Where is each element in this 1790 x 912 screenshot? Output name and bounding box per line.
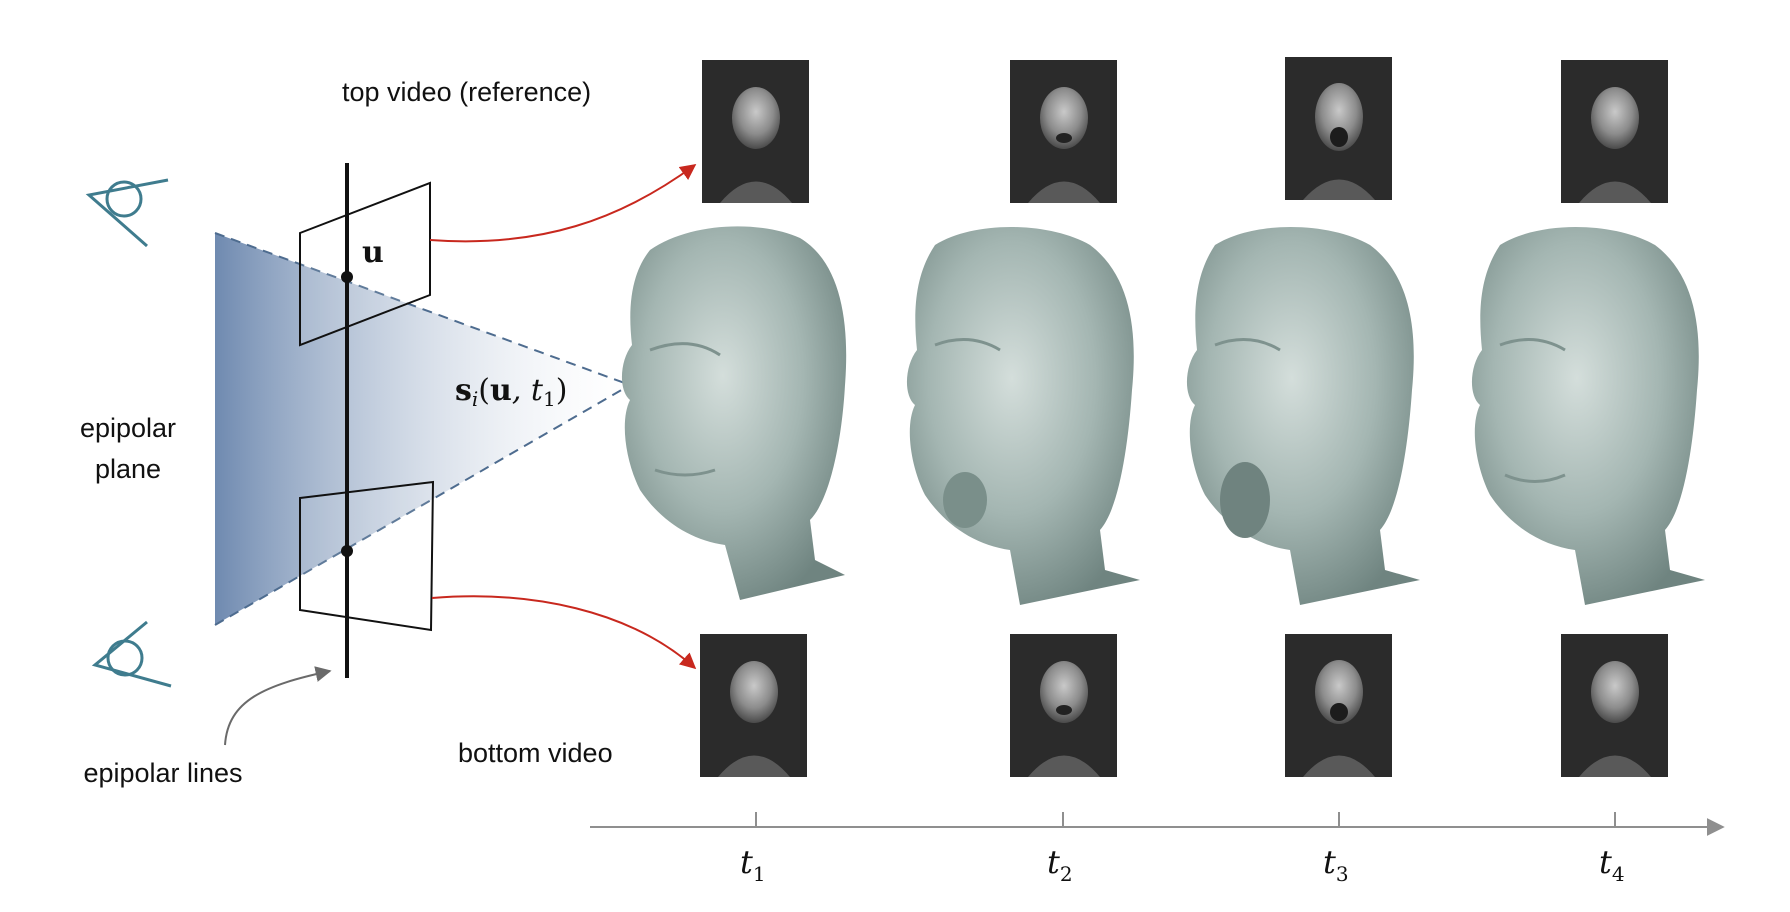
- bottom-video-label: bottom video: [458, 738, 613, 768]
- bottom-frame-t3: [1285, 634, 1392, 777]
- top-video-label: top video (reference): [342, 77, 591, 107]
- top-camera-icon: [85, 178, 169, 248]
- top-image-plane: [299, 181, 431, 347]
- bottom-frame-t4: [1561, 634, 1668, 777]
- epipolar-line-bottom: [214, 384, 631, 626]
- top-arrow: [429, 164, 697, 243]
- timeline-label-1: t1: [740, 843, 766, 886]
- face-mesh-t1: [621, 226, 847, 601]
- top-frame-t3: [1285, 57, 1392, 200]
- timeline-label-3: t3: [1323, 843, 1349, 886]
- top-frame-t2: [1010, 60, 1117, 203]
- face-mesh-t3: [1186, 226, 1420, 605]
- top-frame-t1: [702, 60, 809, 203]
- bottom-frame-t1: [700, 634, 807, 777]
- epipolar-plane: [215, 233, 630, 625]
- top-video-frames: [702, 57, 1668, 203]
- timeline-label-2: t2: [1047, 843, 1073, 886]
- epipolar-lines-arrow: [224, 666, 332, 746]
- bottom-arrow: [431, 595, 697, 670]
- top-frame-t4: [1561, 60, 1668, 203]
- timeline-label-4: t4: [1599, 843, 1625, 886]
- epipolar-line-top: [214, 232, 631, 386]
- point-u-label: u: [362, 235, 384, 270]
- epipolar-plane-label-2: plane: [95, 454, 161, 484]
- point-u-bottom: [341, 545, 353, 557]
- bottom-video-frames: [700, 634, 1668, 777]
- face-mesh-t4: [1471, 226, 1705, 605]
- epipolar-lines-label: epipolar lines: [83, 758, 242, 788]
- point-u-top: [341, 271, 353, 283]
- surface-point-label: si(u, t1): [455, 373, 567, 411]
- face-mesh-t2: [906, 226, 1140, 605]
- epipolar-plane-label-1: epipolar: [80, 413, 176, 443]
- bottom-image-plane: [299, 480, 435, 632]
- bottom-frame-t2: [1010, 634, 1117, 777]
- bottom-camera-icon: [91, 620, 172, 688]
